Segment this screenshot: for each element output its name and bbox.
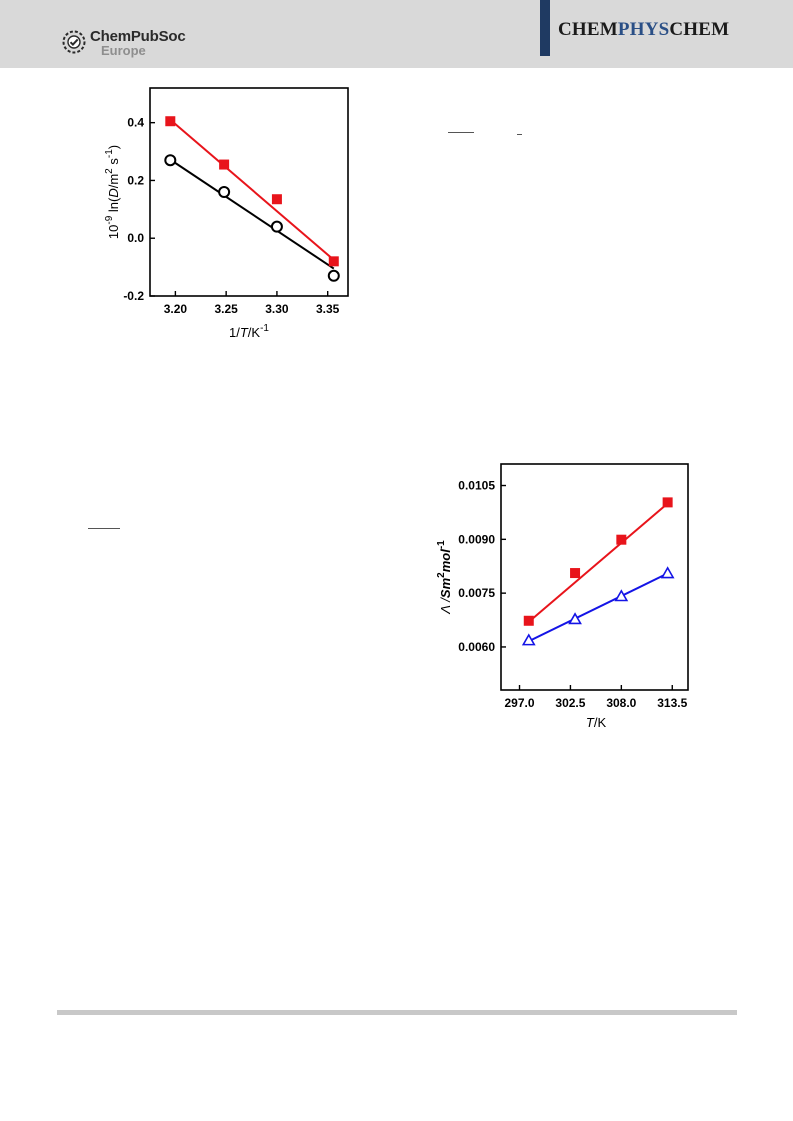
publisher-emblem-icon [62, 30, 86, 54]
y-tick-label: 0.2 [127, 173, 144, 187]
data-series [521, 497, 675, 646]
journal-name: CHEMPHYSCHEM [558, 19, 729, 41]
x-axis: 3.20 3.25 3.30 3.35 [164, 291, 340, 316]
x-tick-label: 297.0 [504, 696, 534, 710]
x-axis-label: T/K [586, 715, 607, 730]
data-point-square [570, 568, 581, 579]
y-axis: 0.0060 0.0075 0.0090 0.0105 [458, 479, 506, 654]
publisher-region: Europe [101, 43, 146, 58]
diffusion-chart: -0.2 0.0 0.2 0.4 3.20 3.25 3.30 3.35 1/T/K-1 1… [104, 87, 349, 340]
data-point-triangle [614, 589, 629, 602]
y-tick-label: 0.0075 [458, 586, 495, 600]
data-point-square [662, 497, 673, 508]
x-tick-label: 3.30 [265, 302, 289, 316]
x-tick-label: 3.25 [214, 302, 238, 316]
y-tick-label: 0.4 [127, 116, 144, 130]
y-tick-label: 0.0060 [458, 640, 495, 654]
data-point-triangle [568, 612, 582, 625]
journal-name-accent: PHYS [617, 19, 670, 40]
x-tick-label: 3.35 [316, 302, 340, 316]
y-tick-label: 0.0 [127, 231, 144, 245]
data-point-circle [327, 269, 340, 282]
x-tick-label: 3.20 [164, 302, 188, 316]
text-rule [448, 132, 474, 133]
fit-line [169, 158, 335, 270]
publisher-name: ChemPubSoc [90, 28, 186, 45]
x-tick-label: 313.5 [657, 696, 687, 710]
journal-name-prefix: CHEM [558, 19, 618, 40]
figure-conductivity-temperature: 0.0060 0.0075 0.0090 0.0105 297.0 302.5 308.0… [428, 455, 708, 735]
data-point-square [165, 116, 176, 127]
figure-diffusion-arrhenius: -0.2 0.0 0.2 0.4 3.20 3.25 3.30 3.35 1/T/K-1 1… [100, 78, 360, 348]
y-tick-label: 0.0105 [458, 479, 495, 493]
x-tick-label: 308.0 [606, 696, 636, 710]
x-axis-label: 1/T/K-1 [229, 323, 269, 340]
publisher-logo: ChemPubSoc Europe [62, 28, 222, 62]
text-rule [88, 528, 120, 529]
conductivity-chart: 0.0060 0.0075 0.0090 0.0105 297.0 302.5 308.0… [436, 463, 689, 730]
text-rule [517, 134, 522, 135]
data-point-square [219, 159, 230, 170]
plot-frame [500, 463, 689, 691]
y-axis: -0.2 0.0 0.2 0.4 [123, 116, 155, 303]
journal-name-suffix: CHEM [669, 19, 730, 40]
plot-frame [149, 87, 349, 297]
data-point-square [523, 615, 534, 626]
footer-rule [57, 1010, 737, 1015]
data-point-triangle [521, 633, 536, 646]
fit-line [169, 119, 335, 261]
data-point-circle [270, 220, 283, 233]
data-point-circle [164, 154, 177, 167]
data-series [164, 116, 340, 282]
page-header: ChemPubSoc Europe CHEMPHYSCHEM [0, 0, 793, 68]
journal-accent-bar [540, 0, 550, 56]
y-tick-label: -0.2 [123, 289, 144, 303]
y-axis-label: Λ /Sm2mol-1 [436, 540, 453, 615]
data-point-square [616, 534, 627, 545]
x-tick-label: 302.5 [555, 696, 585, 710]
data-point-square [271, 194, 282, 205]
fit-line [528, 502, 669, 623]
y-axis-label: 10-9 ln(D/m2 s-1) [104, 145, 121, 239]
fit-line [528, 572, 669, 643]
y-tick-label: 0.0090 [458, 532, 495, 546]
x-axis: 297.0 302.5 308.0 313.5 [504, 685, 688, 710]
data-point-square [328, 256, 339, 267]
data-point-triangle [660, 566, 675, 579]
data-point-circle [218, 186, 231, 198]
